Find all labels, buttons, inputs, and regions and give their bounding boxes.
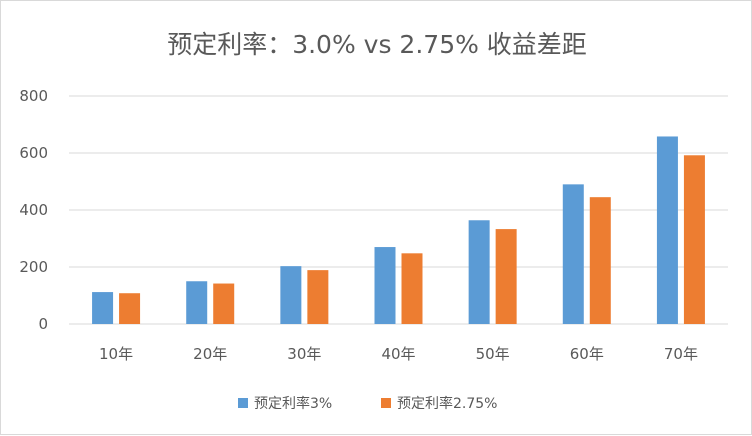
bar-1-70年: [656, 136, 678, 324]
bars: [92, 136, 705, 324]
x-tick-label: 20年: [193, 345, 227, 363]
y-tick-label: 200: [19, 258, 48, 276]
bar-2-70年: [683, 155, 705, 324]
bar-1-50年: [468, 220, 490, 324]
bar-1-10年: [92, 292, 114, 324]
y-tick-label: 400: [19, 201, 48, 219]
y-tick-label: 0: [38, 315, 48, 333]
legend-swatch: [381, 398, 391, 408]
chart-title: 预定利率：3.0% vs 2.75% 收益差距: [167, 30, 587, 59]
bar-2-10年: [119, 293, 141, 324]
bar-1-30年: [280, 266, 302, 324]
bar-2-30年: [307, 270, 329, 324]
legend-label: 预定利率3%: [254, 395, 332, 412]
x-tick-label: 50年: [476, 345, 510, 363]
y-axis-ticks: 0 200 400 600 800: [19, 87, 48, 333]
legend-swatch: [238, 398, 248, 408]
bar-1-20年: [186, 281, 208, 324]
x-tick-label: 70年: [664, 345, 698, 363]
x-tick-label: 40年: [381, 345, 415, 363]
bar-1-40年: [374, 247, 396, 324]
bar-2-40年: [401, 253, 423, 324]
legend: 预定利率3% 预定利率2.75%: [238, 395, 497, 412]
x-axis-ticks: 10年 20年 30年 40年 50年 60年 70年: [99, 345, 698, 363]
x-tick-label: 10年: [99, 345, 133, 363]
bar-2-60年: [589, 197, 611, 324]
bar-2-20年: [213, 283, 235, 324]
y-tick-label: 800: [19, 87, 48, 105]
y-tick-label: 600: [19, 144, 48, 162]
x-tick-label: 60年: [570, 345, 604, 363]
legend-label: 预定利率2.75%: [397, 395, 497, 412]
bar-1-60年: [562, 184, 584, 324]
bar-2-50年: [495, 229, 517, 324]
x-tick-label: 30年: [287, 345, 321, 363]
gridlines: [69, 95, 728, 325]
